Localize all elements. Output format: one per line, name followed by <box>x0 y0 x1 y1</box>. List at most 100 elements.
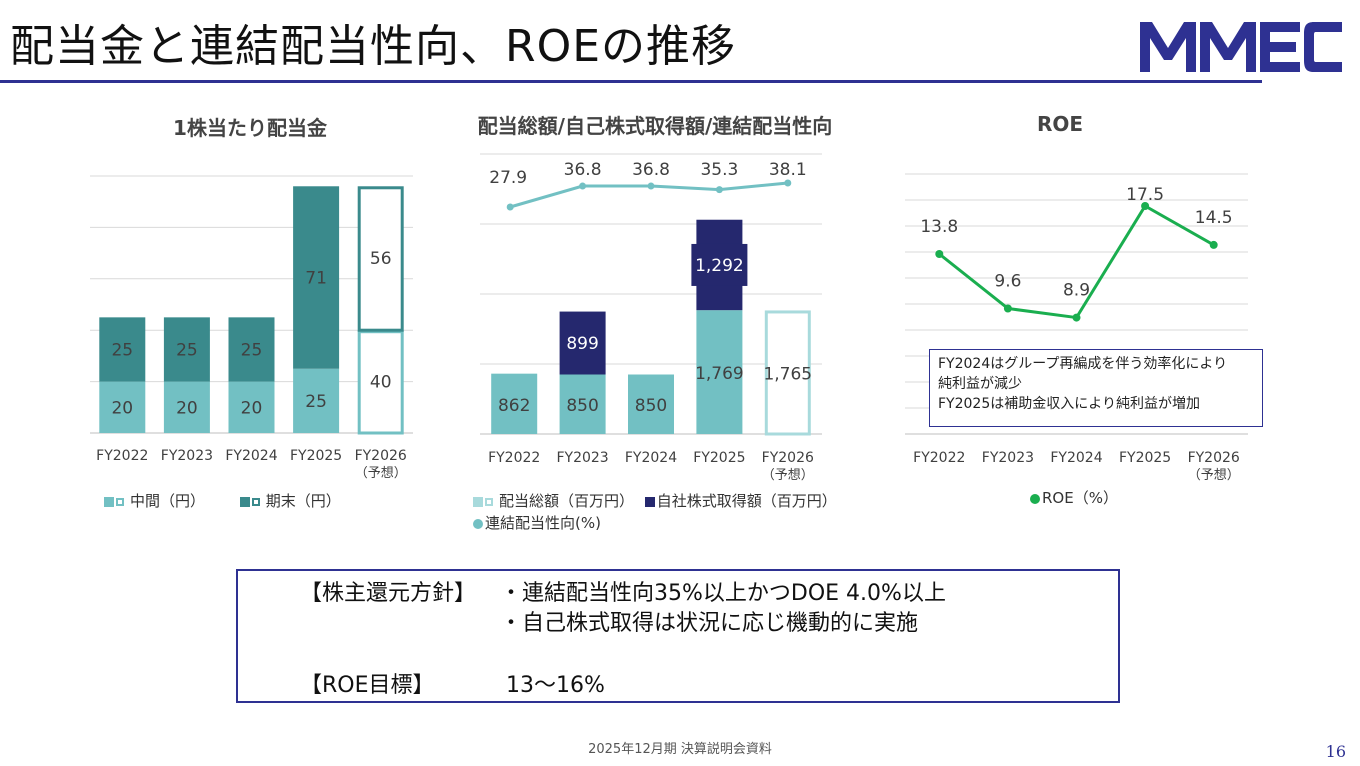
data-label: 36.8 <box>632 160 670 180</box>
payout-ratio-point <box>715 186 723 194</box>
legend-payout-ratio: 連結配当性向(%) <box>473 514 601 532</box>
forecast-bar-segment <box>357 186 404 332</box>
legend-swatch-yearend <box>239 496 250 507</box>
data-label: 27.9 <box>489 168 527 188</box>
roe-target-value: 13～16% <box>506 673 605 698</box>
roe-point <box>935 250 944 258</box>
x-tick-label: FY2023 <box>982 450 1034 466</box>
legend-interim: 中間（円） <box>104 492 210 510</box>
forecast-bar-segment <box>357 330 404 435</box>
bar-segment <box>228 317 275 382</box>
data-label: 13.8 <box>920 217 958 237</box>
legend-roe-marker <box>1030 493 1040 504</box>
legend-yearend: 期末（円） <box>239 492 341 510</box>
payout-ratio-point <box>784 179 792 187</box>
payout-chart-title: 配当総額/自己株式取得額/連結配当性向 <box>477 114 833 138</box>
x-tick-label: FY2026 <box>1188 450 1240 466</box>
data-label: 1,765 <box>763 364 812 384</box>
data-label: 71 <box>305 269 327 289</box>
x-tick-label: FY2025 <box>290 448 342 464</box>
roe-point <box>1141 202 1150 210</box>
x-tick-label: FY2023 <box>161 448 213 464</box>
x-tick-label: FY2022 <box>913 450 965 466</box>
data-label: 38.1 <box>769 160 807 180</box>
dividend-bar <box>696 310 743 434</box>
data-label: 850 <box>635 396 667 416</box>
x-tick-sublabel: （予想） <box>1188 467 1240 483</box>
data-label: 850 <box>566 396 598 416</box>
legend-swatch-interim <box>104 496 114 507</box>
forecast-bar <box>764 310 811 436</box>
payout-ratio-point <box>647 182 655 190</box>
payout-legend: 配当総額（百万円） 自社株式取得額（百万円） 連結配当性向(%) <box>473 490 893 534</box>
roe-note-line2: 純利益が減少 <box>938 376 1022 392</box>
legend-buyback: 自社株式取得額（百万円） <box>644 492 837 510</box>
shareholder-return-policy-box: 【株主還元方針】 ・連結配当性向35%以上かつDOE 4.0%以上 ・自己株式取… <box>236 569 1120 703</box>
roe-chart-title: ROE <box>1036 112 1084 136</box>
dps-legend: 中間（円） 期末（円） <box>104 490 341 512</box>
policy-item-payout: ・連結配当性向35%以上かつDOE 4.0%以上 <box>500 581 946 606</box>
footer-text: 2025年12月期 決算説明会資料 <box>588 742 772 757</box>
data-label: 36.8 <box>564 160 602 180</box>
x-tick-label: FY2024 <box>225 448 277 464</box>
title-divider <box>0 80 1262 83</box>
data-label: 25 <box>176 340 198 360</box>
legend-dividend-total: 配当総額（百万円） <box>473 492 639 510</box>
page-number: 16 <box>1325 742 1346 761</box>
roe-line <box>938 203 1215 320</box>
data-label: 1,292 <box>695 256 744 276</box>
data-label: 20 <box>241 398 263 418</box>
page-title: 配当金と連結配当性向、ROEの推移 <box>10 21 737 72</box>
data-label: 1,769 <box>695 364 744 384</box>
bar-segment <box>163 317 210 382</box>
roe-point <box>1072 313 1081 322</box>
x-tick-label: FY2024 <box>625 450 677 466</box>
x-tick-sublabel: （予想） <box>762 467 814 483</box>
data-label: 20 <box>176 398 198 418</box>
policy-label: 【株主還元方針】 <box>300 581 477 606</box>
data-label: 25 <box>111 340 133 360</box>
data-label: 25 <box>305 392 327 412</box>
payout-ratio-point <box>506 203 514 211</box>
dividend-bar <box>628 374 674 434</box>
bar-segment <box>163 381 210 433</box>
data-label: 899 <box>566 334 598 354</box>
bar-segment <box>99 381 146 433</box>
dividend-bar <box>559 374 606 434</box>
data-label: 17.5 <box>1126 185 1164 205</box>
bar-segment <box>99 317 146 382</box>
bar-segment <box>293 368 340 433</box>
data-label: 14.5 <box>1195 208 1233 228</box>
x-tick-label: FY2026 <box>355 448 407 464</box>
x-tick-sublabel: （予想） <box>355 465 407 481</box>
roe-point <box>1003 304 1012 313</box>
x-tick-label: FY2026 <box>762 450 814 466</box>
roe-note-line1: FY2024はグループ再編成を伴う効率化により <box>938 356 1228 372</box>
company-logo <box>1138 20 1342 78</box>
data-label: 35.3 <box>700 160 738 180</box>
roe-note-line3: FY2025は補助金収入により純利益が増加 <box>938 396 1200 412</box>
bar-segment <box>228 381 275 433</box>
dps-chart-title: 1株当たり配当金 <box>173 116 327 140</box>
data-label: 9.6 <box>994 271 1021 291</box>
payout-ratio-point <box>579 182 587 190</box>
roe-legend: ROE（%） <box>1030 487 1118 509</box>
x-tick-label: FY2024 <box>1050 450 1102 466</box>
bar-segment <box>293 186 340 369</box>
roe-point <box>1209 240 1218 249</box>
policy-item-buyback: ・自己株式取得は状況に応じ機動的に実施 <box>500 611 919 636</box>
roe-target-label: 【ROE目標】 <box>300 673 435 698</box>
x-tick-label: FY2025 <box>1119 450 1171 466</box>
data-label: 40 <box>370 373 392 393</box>
data-label: 25 <box>241 340 263 360</box>
buyback-bar <box>559 311 606 375</box>
roe-note-box: FY2024はグループ再編成を伴う効率化により 純利益が減少 FY2025は補助… <box>929 349 1263 427</box>
x-tick-label: FY2023 <box>556 450 608 466</box>
data-label: 56 <box>370 249 392 269</box>
buyback-label-box <box>691 243 748 286</box>
data-label: 20 <box>111 398 133 418</box>
dividend-bar <box>491 373 538 434</box>
